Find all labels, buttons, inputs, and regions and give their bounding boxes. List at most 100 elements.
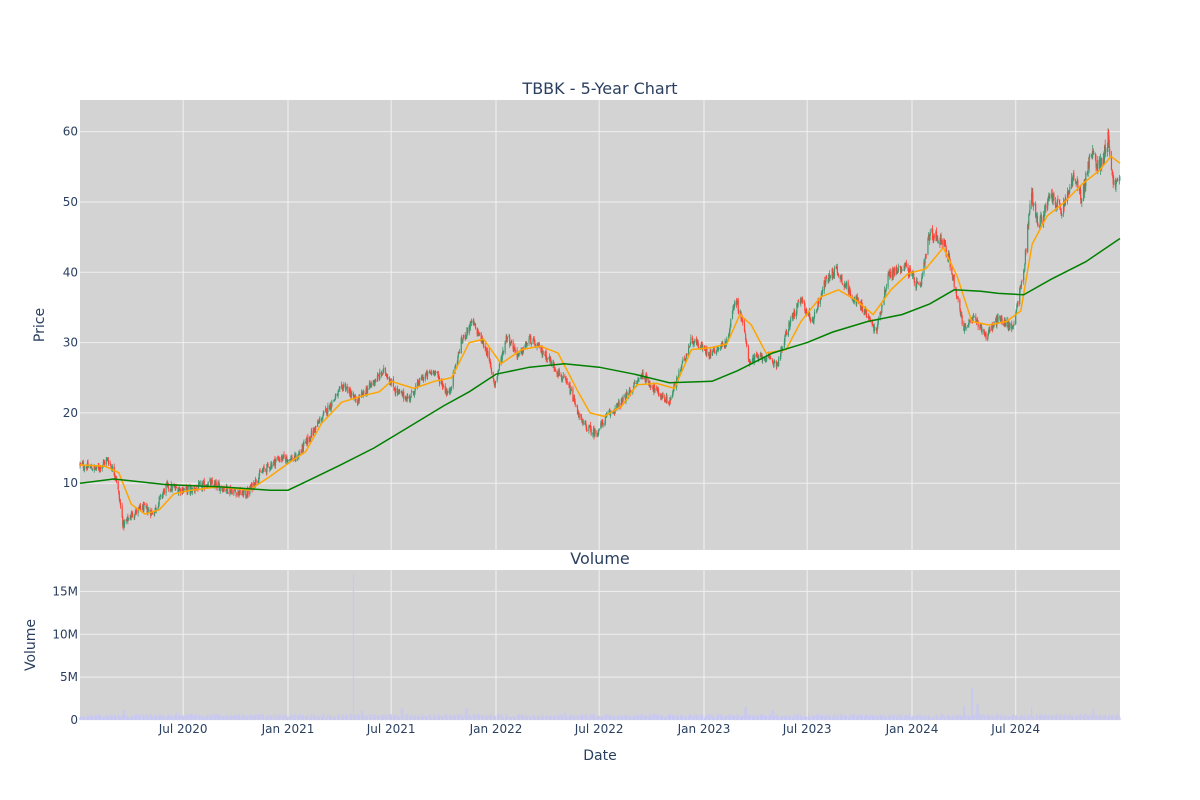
candle-body bbox=[79, 463, 82, 465]
volume-bar bbox=[572, 714, 574, 720]
volume-bar bbox=[690, 714, 692, 720]
candle-body bbox=[872, 323, 874, 325]
volume-bar bbox=[949, 716, 951, 720]
candle-body bbox=[1047, 200, 1049, 210]
candle-body bbox=[1112, 175, 1114, 184]
candle-body bbox=[1105, 150, 1107, 152]
candle-body bbox=[869, 319, 871, 321]
candle-body bbox=[896, 268, 898, 274]
candle-body bbox=[562, 377, 564, 380]
candle-body bbox=[370, 384, 372, 387]
volume-bar bbox=[338, 714, 340, 720]
candle-body bbox=[976, 320, 979, 322]
candle-body bbox=[1017, 302, 1019, 305]
candle-body bbox=[751, 359, 754, 363]
volume-bar bbox=[653, 714, 655, 720]
candle-body bbox=[550, 361, 552, 366]
candle-body bbox=[414, 387, 416, 393]
volume-bar bbox=[387, 715, 389, 720]
candle-body bbox=[381, 374, 383, 376]
candle-body bbox=[921, 277, 923, 285]
candle-body bbox=[522, 352, 524, 354]
candle-body bbox=[521, 347, 523, 355]
candle-body bbox=[580, 413, 582, 418]
candle-body bbox=[625, 392, 628, 402]
candle-body bbox=[574, 401, 576, 406]
candle-body bbox=[1066, 191, 1069, 202]
candle-body bbox=[1064, 205, 1066, 207]
candle-body bbox=[486, 350, 489, 357]
volume-bar bbox=[470, 717, 473, 720]
volume-bar bbox=[262, 714, 264, 720]
volume-bar bbox=[881, 717, 883, 720]
candle-body bbox=[929, 231, 931, 236]
candle-body bbox=[712, 350, 714, 352]
volume-bar bbox=[722, 716, 724, 720]
volume-tick-label: 10M bbox=[52, 627, 78, 641]
candle-body bbox=[1005, 320, 1007, 326]
candle-body bbox=[1108, 139, 1110, 148]
volume-bar bbox=[1077, 715, 1079, 720]
candle-body bbox=[1025, 248, 1027, 252]
candle-body bbox=[686, 353, 688, 356]
candle-body bbox=[497, 370, 499, 374]
candle-body bbox=[153, 514, 155, 516]
volume-bar bbox=[191, 714, 193, 720]
date-tick-label: Jan 2023 bbox=[677, 722, 731, 736]
candle-body bbox=[91, 469, 93, 470]
candle-body bbox=[860, 302, 862, 311]
candle-body bbox=[1023, 269, 1025, 271]
volume-bar bbox=[630, 716, 632, 720]
volume-bar bbox=[151, 718, 153, 720]
candle-body bbox=[235, 492, 237, 496]
candle-body bbox=[317, 422, 319, 424]
candle-body bbox=[859, 301, 861, 304]
candle-body bbox=[286, 456, 288, 459]
candle-body bbox=[529, 336, 531, 339]
volume-bar bbox=[961, 715, 963, 720]
candle-body bbox=[106, 458, 108, 461]
candle-body bbox=[542, 353, 544, 355]
candle-body bbox=[747, 347, 750, 360]
candle-body bbox=[123, 522, 126, 527]
volume-bar bbox=[609, 714, 612, 720]
candle-body bbox=[975, 316, 977, 321]
date-tick-label: Jul 2020 bbox=[158, 722, 208, 736]
candle-body bbox=[514, 349, 516, 351]
candle-body bbox=[424, 375, 426, 379]
candle-body bbox=[350, 395, 352, 398]
candle-body bbox=[155, 509, 157, 511]
candle-body bbox=[556, 373, 559, 375]
volume-bar bbox=[953, 717, 955, 720]
candle-body bbox=[586, 430, 588, 432]
candle-body bbox=[681, 361, 683, 364]
ma-short-line bbox=[79, 155, 1121, 515]
candle-body bbox=[637, 379, 639, 381]
candle-body bbox=[565, 379, 567, 383]
candle-body bbox=[167, 483, 169, 489]
volume-bar bbox=[239, 717, 241, 720]
candle-body bbox=[423, 377, 425, 380]
candle-body bbox=[199, 482, 201, 484]
volume-bar bbox=[844, 715, 846, 720]
candle-body bbox=[1056, 199, 1058, 207]
candle-body bbox=[617, 402, 619, 406]
candle-body bbox=[951, 275, 954, 278]
candle-body bbox=[989, 329, 991, 332]
volume-bar bbox=[1029, 714, 1031, 720]
candle-body bbox=[987, 333, 989, 337]
candle-body bbox=[680, 369, 682, 372]
candle-body bbox=[1035, 203, 1037, 217]
candle-body bbox=[925, 254, 927, 259]
candle-body bbox=[911, 273, 914, 276]
candle-body bbox=[466, 327, 469, 334]
volume-bar bbox=[897, 714, 899, 720]
candle-body bbox=[640, 377, 642, 379]
volume-bar bbox=[650, 716, 652, 720]
candle-body bbox=[150, 510, 152, 516]
candle-body bbox=[849, 291, 852, 298]
candle-body bbox=[649, 385, 652, 388]
candle-body bbox=[837, 272, 839, 274]
candle-body bbox=[339, 387, 341, 389]
candle-body bbox=[562, 375, 564, 378]
